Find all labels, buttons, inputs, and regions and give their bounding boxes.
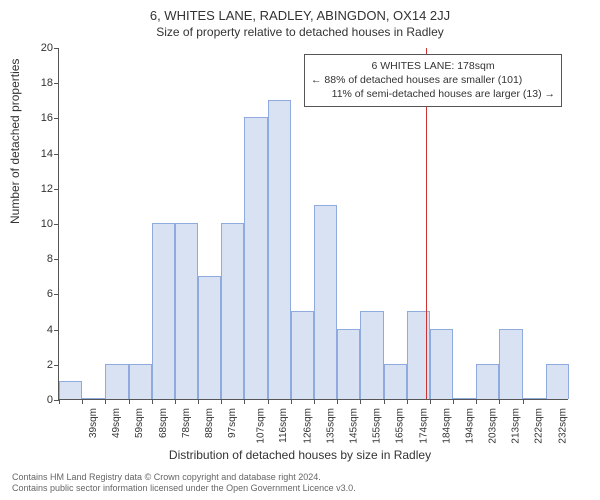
x-tick-mark <box>430 399 431 404</box>
y-tick-mark <box>54 259 59 260</box>
x-tick-mark <box>523 399 524 404</box>
x-tick-mark <box>453 399 454 404</box>
histogram-bar <box>221 223 244 399</box>
histogram-bar <box>291 311 314 399</box>
x-tick-label: 68sqm <box>158 408 169 438</box>
histogram-bar <box>152 223 175 399</box>
x-tick-label: 88sqm <box>204 408 215 438</box>
y-tick-label: 12 <box>25 183 53 195</box>
annotation-line-3: 11% of semi-detached houses are larger (… <box>311 87 555 101</box>
chart-container: 6, WHITES LANE, RADLEY, ABINGDON, OX14 2… <box>0 0 600 500</box>
x-tick-label: 145sqm <box>349 408 360 444</box>
y-tick-label: 20 <box>25 42 53 54</box>
x-tick-label: 97sqm <box>227 408 238 438</box>
x-tick-mark <box>152 399 153 404</box>
y-tick-mark <box>54 154 59 155</box>
x-tick-mark <box>221 399 222 404</box>
x-tick-label: 126sqm <box>302 408 313 444</box>
y-tick-label: 2 <box>25 359 53 371</box>
x-tick-mark <box>314 399 315 404</box>
x-tick-mark <box>499 399 500 404</box>
histogram-bar <box>453 398 476 399</box>
x-tick-mark <box>360 399 361 404</box>
annotation-line-2: ← 88% of detached houses are smaller (10… <box>311 73 555 87</box>
y-tick-mark <box>54 224 59 225</box>
x-tick-mark <box>105 399 106 404</box>
x-tick-mark <box>59 399 60 404</box>
y-tick-mark <box>54 294 59 295</box>
x-tick-label: 107sqm <box>256 408 267 444</box>
x-tick-label: 49sqm <box>111 408 122 438</box>
footer-line-2: Contains public sector information licen… <box>12 483 356 494</box>
histogram-bar <box>360 311 383 399</box>
y-tick-label: 0 <box>25 394 53 406</box>
plot-area: 0246810121416182039sqm49sqm59sqm68sqm78s… <box>58 48 568 400</box>
y-tick-mark <box>54 330 59 331</box>
histogram-bar <box>59 381 82 399</box>
y-tick-label: 10 <box>25 218 53 230</box>
y-tick-mark <box>54 48 59 49</box>
chart-subtitle: Size of property relative to detached ho… <box>0 23 600 39</box>
footer-line-1: Contains HM Land Registry data © Crown c… <box>12 472 356 483</box>
x-tick-mark <box>337 399 338 404</box>
histogram-bar <box>476 364 499 399</box>
x-tick-mark <box>384 399 385 404</box>
histogram-bar <box>337 329 360 399</box>
histogram-bar <box>314 205 337 399</box>
y-tick-mark <box>54 83 59 84</box>
y-tick-mark <box>54 189 59 190</box>
histogram-bar <box>546 364 569 399</box>
x-tick-label: 184sqm <box>441 408 452 444</box>
x-tick-mark <box>407 399 408 404</box>
histogram-bar <box>523 398 546 399</box>
annotation-box: 6 WHITES LANE: 178sqm← 88% of detached h… <box>304 54 562 107</box>
x-tick-label: 155sqm <box>372 408 383 444</box>
x-tick-mark <box>291 399 292 404</box>
x-tick-label: 222sqm <box>534 408 545 444</box>
x-tick-label: 78sqm <box>181 408 192 438</box>
x-tick-mark <box>244 399 245 404</box>
histogram-bar <box>175 223 198 399</box>
histogram-bar <box>129 364 152 399</box>
x-tick-mark <box>268 399 269 404</box>
y-tick-label: 18 <box>25 77 53 89</box>
x-tick-mark <box>175 399 176 404</box>
x-tick-label: 135sqm <box>325 408 336 444</box>
histogram-bar <box>82 398 105 399</box>
histogram-bar <box>384 364 407 399</box>
x-tick-label: 174sqm <box>418 408 429 444</box>
x-tick-label: 213sqm <box>511 408 522 444</box>
x-tick-mark <box>476 399 477 404</box>
x-tick-label: 194sqm <box>464 408 475 444</box>
y-tick-label: 8 <box>25 253 53 265</box>
histogram-bar <box>430 329 453 399</box>
histogram-bar <box>268 100 291 399</box>
y-tick-mark <box>54 118 59 119</box>
chart-title: 6, WHITES LANE, RADLEY, ABINGDON, OX14 2… <box>0 0 600 23</box>
x-axis-label: Distribution of detached houses by size … <box>0 448 600 462</box>
histogram-bar <box>244 117 267 399</box>
x-tick-label: 165sqm <box>395 408 406 444</box>
y-axis-label: Number of detached properties <box>8 59 22 224</box>
footer-attribution: Contains HM Land Registry data © Crown c… <box>12 472 356 495</box>
x-tick-label: 59sqm <box>134 408 145 438</box>
x-tick-label: 39sqm <box>88 408 99 438</box>
y-tick-label: 16 <box>25 112 53 124</box>
y-tick-mark <box>54 365 59 366</box>
x-tick-label: 116sqm <box>278 408 289 443</box>
x-tick-mark <box>82 399 83 404</box>
x-tick-label: 203sqm <box>488 408 499 444</box>
histogram-bar <box>499 329 522 399</box>
x-tick-mark <box>198 399 199 404</box>
y-tick-label: 14 <box>25 148 53 160</box>
x-tick-mark <box>129 399 130 404</box>
x-tick-label: 232sqm <box>557 408 568 444</box>
annotation-line-1: 6 WHITES LANE: 178sqm <box>311 59 555 73</box>
y-tick-label: 4 <box>25 324 53 336</box>
histogram-bar <box>105 364 128 399</box>
y-tick-label: 6 <box>25 288 53 300</box>
histogram-bar <box>198 276 221 399</box>
